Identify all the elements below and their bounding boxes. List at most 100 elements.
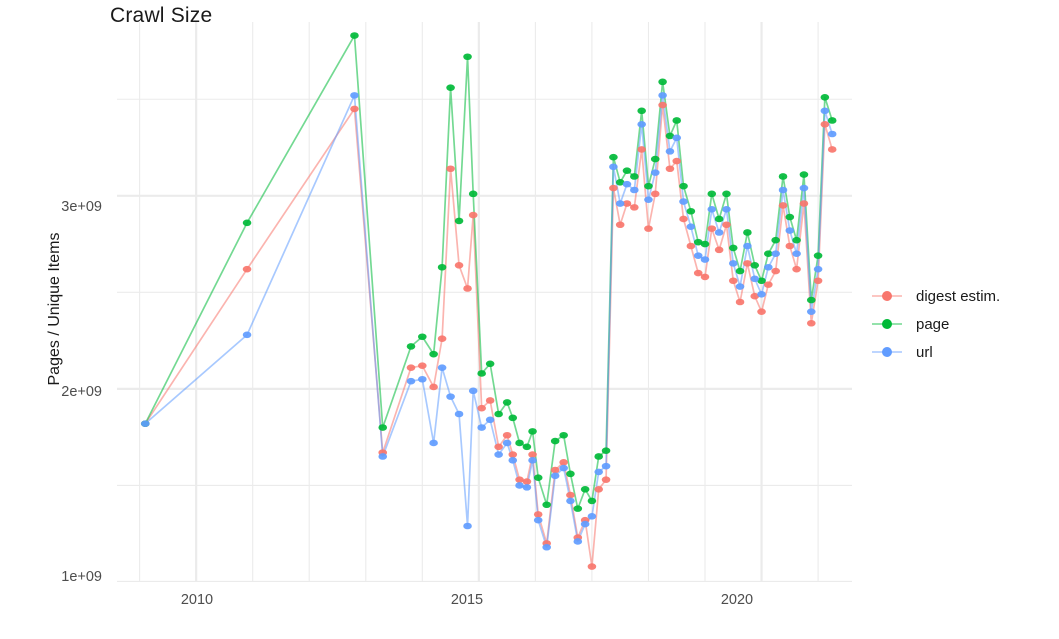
data-point: [630, 173, 639, 180]
data-point: [515, 476, 524, 483]
data-point: [679, 215, 688, 223]
data-point: [813, 277, 823, 285]
data-point: [350, 32, 359, 39]
data-point: [429, 383, 438, 391]
legend: digest estim. page url: [872, 282, 1052, 366]
grid-minor-x: [139, 22, 819, 582]
data-point: [378, 453, 388, 460]
data-point: [477, 370, 486, 377]
data-point: [778, 202, 788, 209]
x-tick-label-2010: 2010: [180, 592, 214, 608]
data-point: [743, 242, 752, 250]
data-point: [750, 262, 760, 269]
data-point: [757, 308, 766, 315]
data-point: [693, 269, 703, 277]
data-point: [714, 229, 724, 236]
data-point: [764, 250, 773, 258]
series-points-page: [140, 32, 837, 512]
data-point: [463, 53, 472, 61]
data-point: [418, 333, 427, 341]
data-point: [601, 447, 611, 454]
data-point: [522, 478, 532, 485]
data-point: [446, 393, 455, 400]
data-point: [528, 457, 537, 464]
data-point: [672, 157, 682, 165]
plot-panel: [117, 22, 852, 582]
data-point: [707, 190, 717, 198]
data-point: [559, 464, 568, 472]
data-point: [792, 250, 801, 258]
data-point: [566, 491, 575, 499]
data-point: [502, 399, 512, 406]
legend-label: url: [916, 343, 933, 361]
data-point: [508, 414, 518, 422]
data-point: [827, 146, 837, 153]
data-point: [494, 451, 503, 458]
data-point: [792, 265, 801, 273]
data-point: [494, 410, 503, 418]
data-point: [587, 513, 597, 520]
data-point: [594, 468, 604, 476]
data-point: [665, 132, 675, 140]
legend-dot-swatch: [882, 291, 892, 301]
data-point: [528, 428, 537, 435]
data-point: [601, 476, 611, 483]
data-point: [735, 267, 745, 275]
data-point: [609, 163, 618, 171]
data-point: [477, 424, 486, 431]
data-point: [437, 335, 447, 342]
data-point: [502, 439, 512, 447]
data-point: [735, 283, 745, 290]
data-point: [587, 497, 597, 505]
data-point: [679, 198, 688, 205]
data-point: [820, 107, 830, 115]
data-point: [792, 236, 801, 244]
data-point: [686, 223, 696, 230]
data-point: [700, 240, 710, 248]
data-point: [728, 277, 738, 285]
data-point: [735, 298, 745, 306]
legend-item-digest-estim[interactable]: digest estim.: [872, 282, 1052, 310]
data-point: [454, 410, 464, 418]
data-point: [686, 207, 696, 215]
data-point: [637, 121, 646, 128]
data-point: [594, 453, 604, 460]
data-point: [446, 165, 455, 173]
data-point: [693, 238, 703, 246]
data-point: [778, 186, 788, 194]
data-point: [658, 92, 667, 99]
data-point: [672, 117, 682, 124]
data-point: [559, 431, 568, 439]
data-point: [630, 204, 639, 211]
legend-item-url[interactable]: url: [872, 338, 1052, 366]
data-point: [463, 285, 472, 292]
data-point: [508, 451, 518, 458]
data-point: [650, 155, 660, 163]
data-point: [242, 219, 252, 227]
legend-label: digest estim.: [916, 287, 1001, 305]
data-point: [707, 225, 717, 232]
data-point: [609, 184, 618, 192]
data-point: [140, 420, 150, 427]
data-point: [550, 472, 560, 480]
legend-item-page[interactable]: page: [872, 310, 1052, 338]
data-point: [700, 273, 710, 281]
data-point: [778, 173, 788, 180]
data-point: [827, 117, 837, 124]
data-point: [820, 121, 830, 128]
data-point: [700, 256, 710, 263]
data-point: [622, 180, 632, 188]
data-point: [566, 470, 575, 478]
data-point: [722, 206, 731, 213]
data-point: [728, 260, 738, 267]
legend-marker-icon: [872, 282, 902, 310]
data-point: [485, 360, 495, 368]
data-point: [630, 186, 639, 194]
data-point: [771, 250, 780, 258]
data-point: [587, 563, 597, 570]
data-point: [679, 182, 688, 190]
y-tick-label-2: 2e+09: [61, 384, 102, 400]
data-point: [485, 416, 495, 424]
data-point: [799, 200, 809, 207]
data-point: [418, 375, 427, 383]
